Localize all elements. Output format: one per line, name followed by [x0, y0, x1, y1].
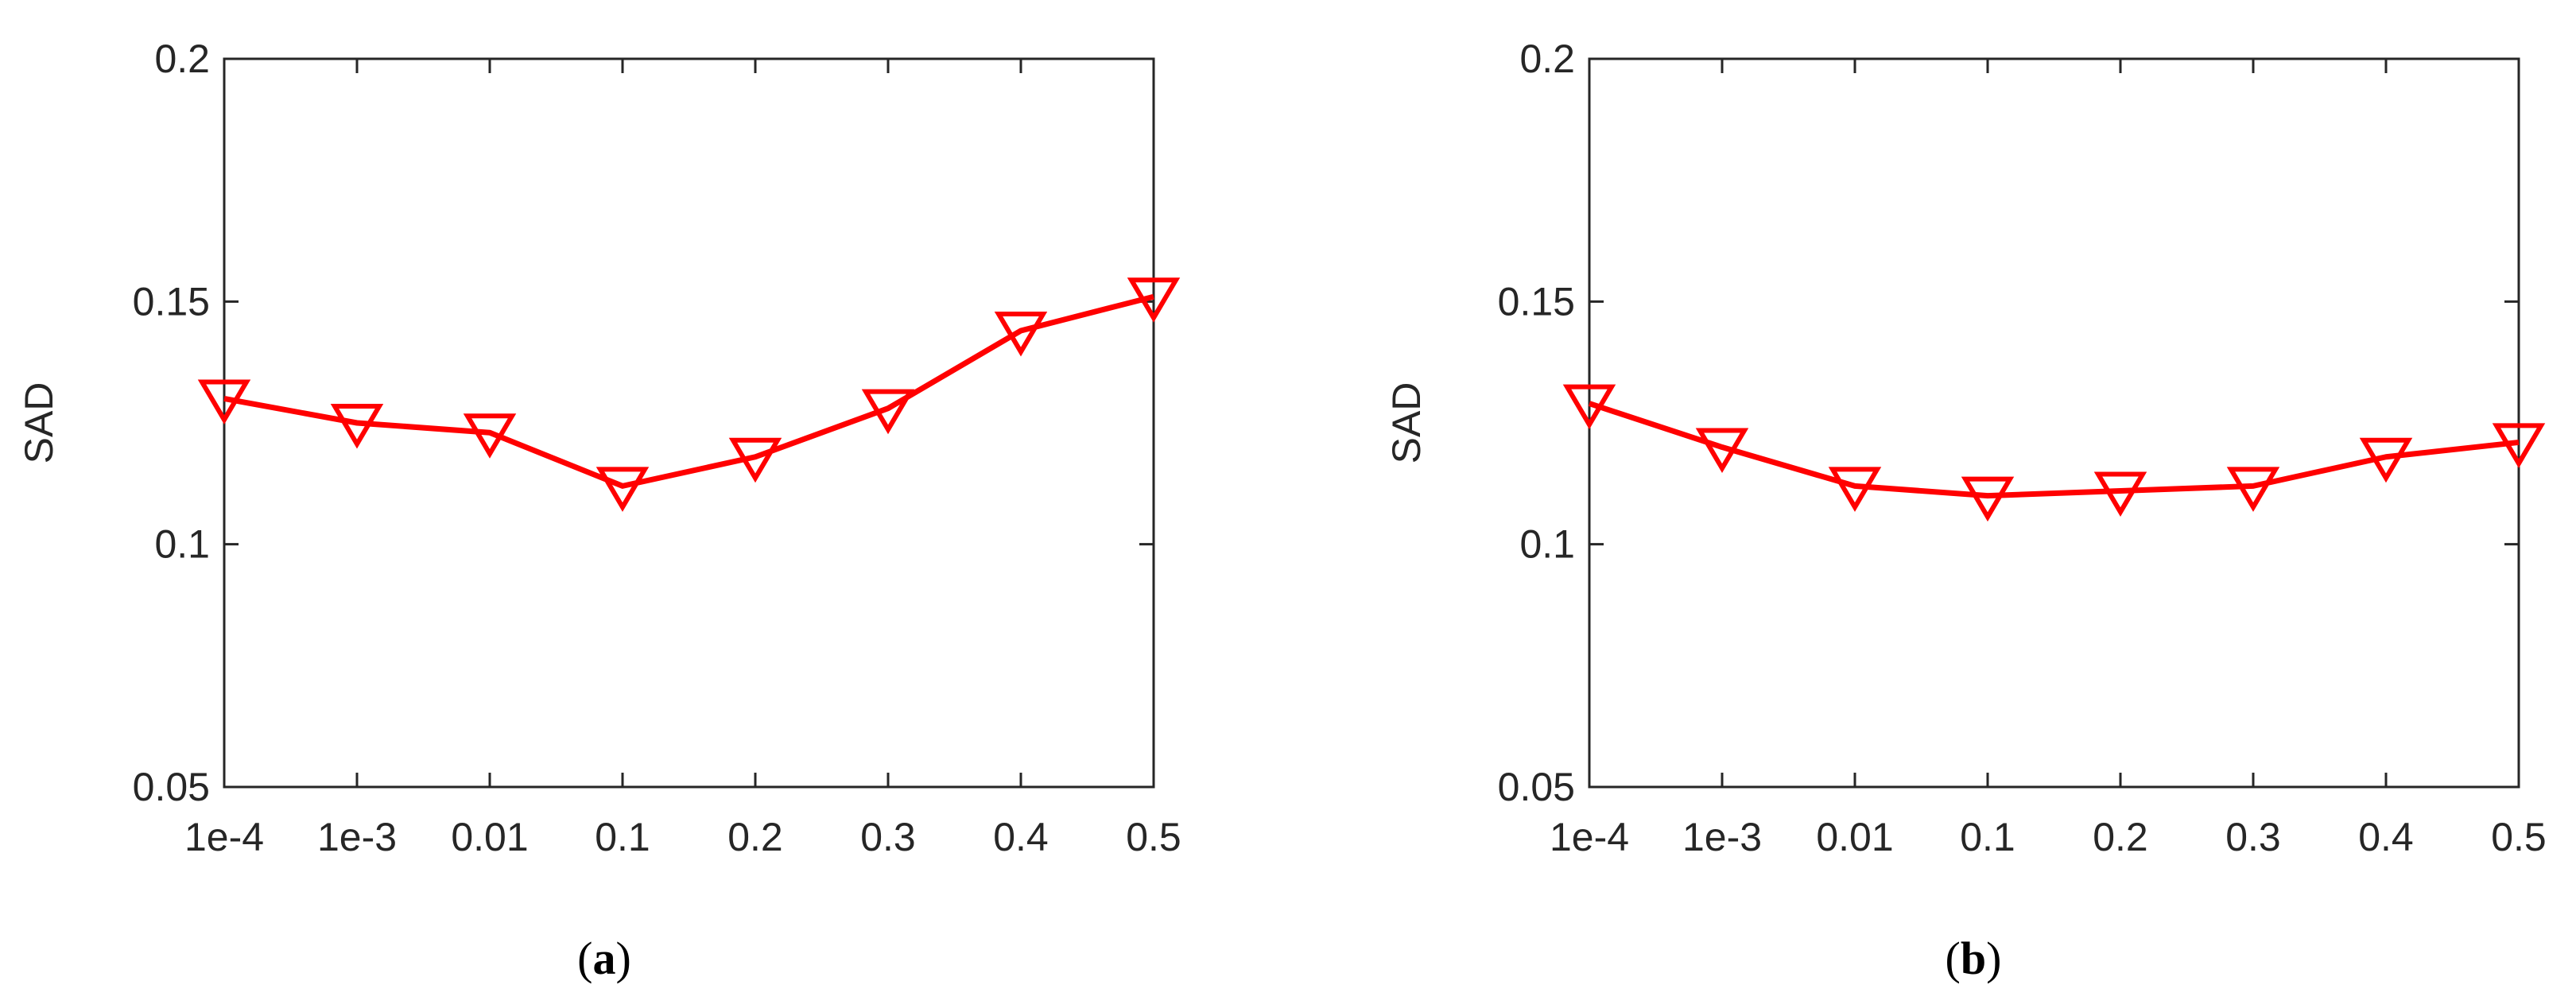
x-tick-label: 0.4 — [2358, 815, 2414, 859]
y-tick-label: 0.1 — [154, 522, 210, 567]
x-tick-label: 1e-4 — [184, 815, 264, 859]
data-point-marker — [2492, 423, 2546, 468]
data-point-marker — [197, 379, 251, 424]
data-point-marker — [1828, 467, 1882, 512]
y-tick-label: 0.05 — [1498, 765, 1575, 809]
x-tick-label: 0.2 — [727, 815, 783, 859]
x-tick-label: 0.5 — [1126, 815, 1181, 859]
data-point-marker — [2226, 467, 2280, 512]
x-tick-label: 0.3 — [2225, 815, 2281, 859]
x-tick-label: 0.01 — [451, 815, 528, 859]
panel-caption: (a) — [577, 932, 631, 984]
y-tick-label: 0.2 — [154, 37, 210, 81]
x-tick-label: 0.3 — [860, 815, 916, 859]
data-point-marker — [330, 404, 384, 449]
x-tick-label: 0.2 — [2093, 815, 2148, 859]
data-point-marker — [2093, 471, 2147, 518]
plot-frame — [1588, 57, 2520, 789]
panel-caption-letter: a — [593, 932, 616, 984]
y-tick-label: 0.15 — [133, 279, 210, 324]
series-line — [223, 293, 1154, 489]
x-tick-label: 0.1 — [595, 815, 650, 859]
data-point-marker — [1961, 476, 2015, 522]
data-point-marker — [596, 467, 650, 512]
data-point-marker — [463, 413, 517, 459]
y-tick-label: 0.2 — [1519, 37, 1575, 81]
data-point-marker — [861, 389, 915, 435]
x-tick-label: 0.5 — [2491, 815, 2547, 859]
data-point-marker — [994, 311, 1048, 357]
data-point-marker — [1562, 384, 1616, 430]
y-axis-title: SAD — [1384, 382, 1429, 464]
x-tick-label: 0.4 — [993, 815, 1049, 859]
chart-panel-a: 0.05 0.1 0.15 0.2 1e-4 1e-3 0.01 0.1 0.2 0.3 0.4 0.… — [17, 37, 1181, 984]
data-point-marker — [2359, 437, 2413, 483]
panel-caption-letter: b — [1961, 932, 1986, 984]
x-tick-label: 0.1 — [1960, 815, 2015, 859]
data-point-marker — [728, 437, 782, 483]
y-tick-label: 0.1 — [1519, 522, 1575, 567]
x-tick-label: 1e-3 — [317, 815, 397, 859]
x-tick-label: 1e-3 — [1682, 815, 1762, 859]
y-axis-title: SAD — [17, 382, 61, 464]
chart-panel-b: 0.05 0.1 0.15 0.2 1e-4 1e-3 0.01 0.1 0.2 0.3 0.4 0.… — [1384, 37, 2547, 984]
x-tick-label: 1e-4 — [1550, 815, 1629, 859]
y-tick-label: 0.05 — [133, 765, 210, 809]
panel-caption: (b) — [1946, 932, 2002, 984]
y-tick-label: 0.15 — [1498, 279, 1575, 324]
data-point-marker — [1695, 428, 1749, 474]
series-line — [1588, 401, 2520, 499]
x-tick-label: 0.01 — [1816, 815, 1893, 859]
data-point-marker — [1127, 277, 1181, 323]
